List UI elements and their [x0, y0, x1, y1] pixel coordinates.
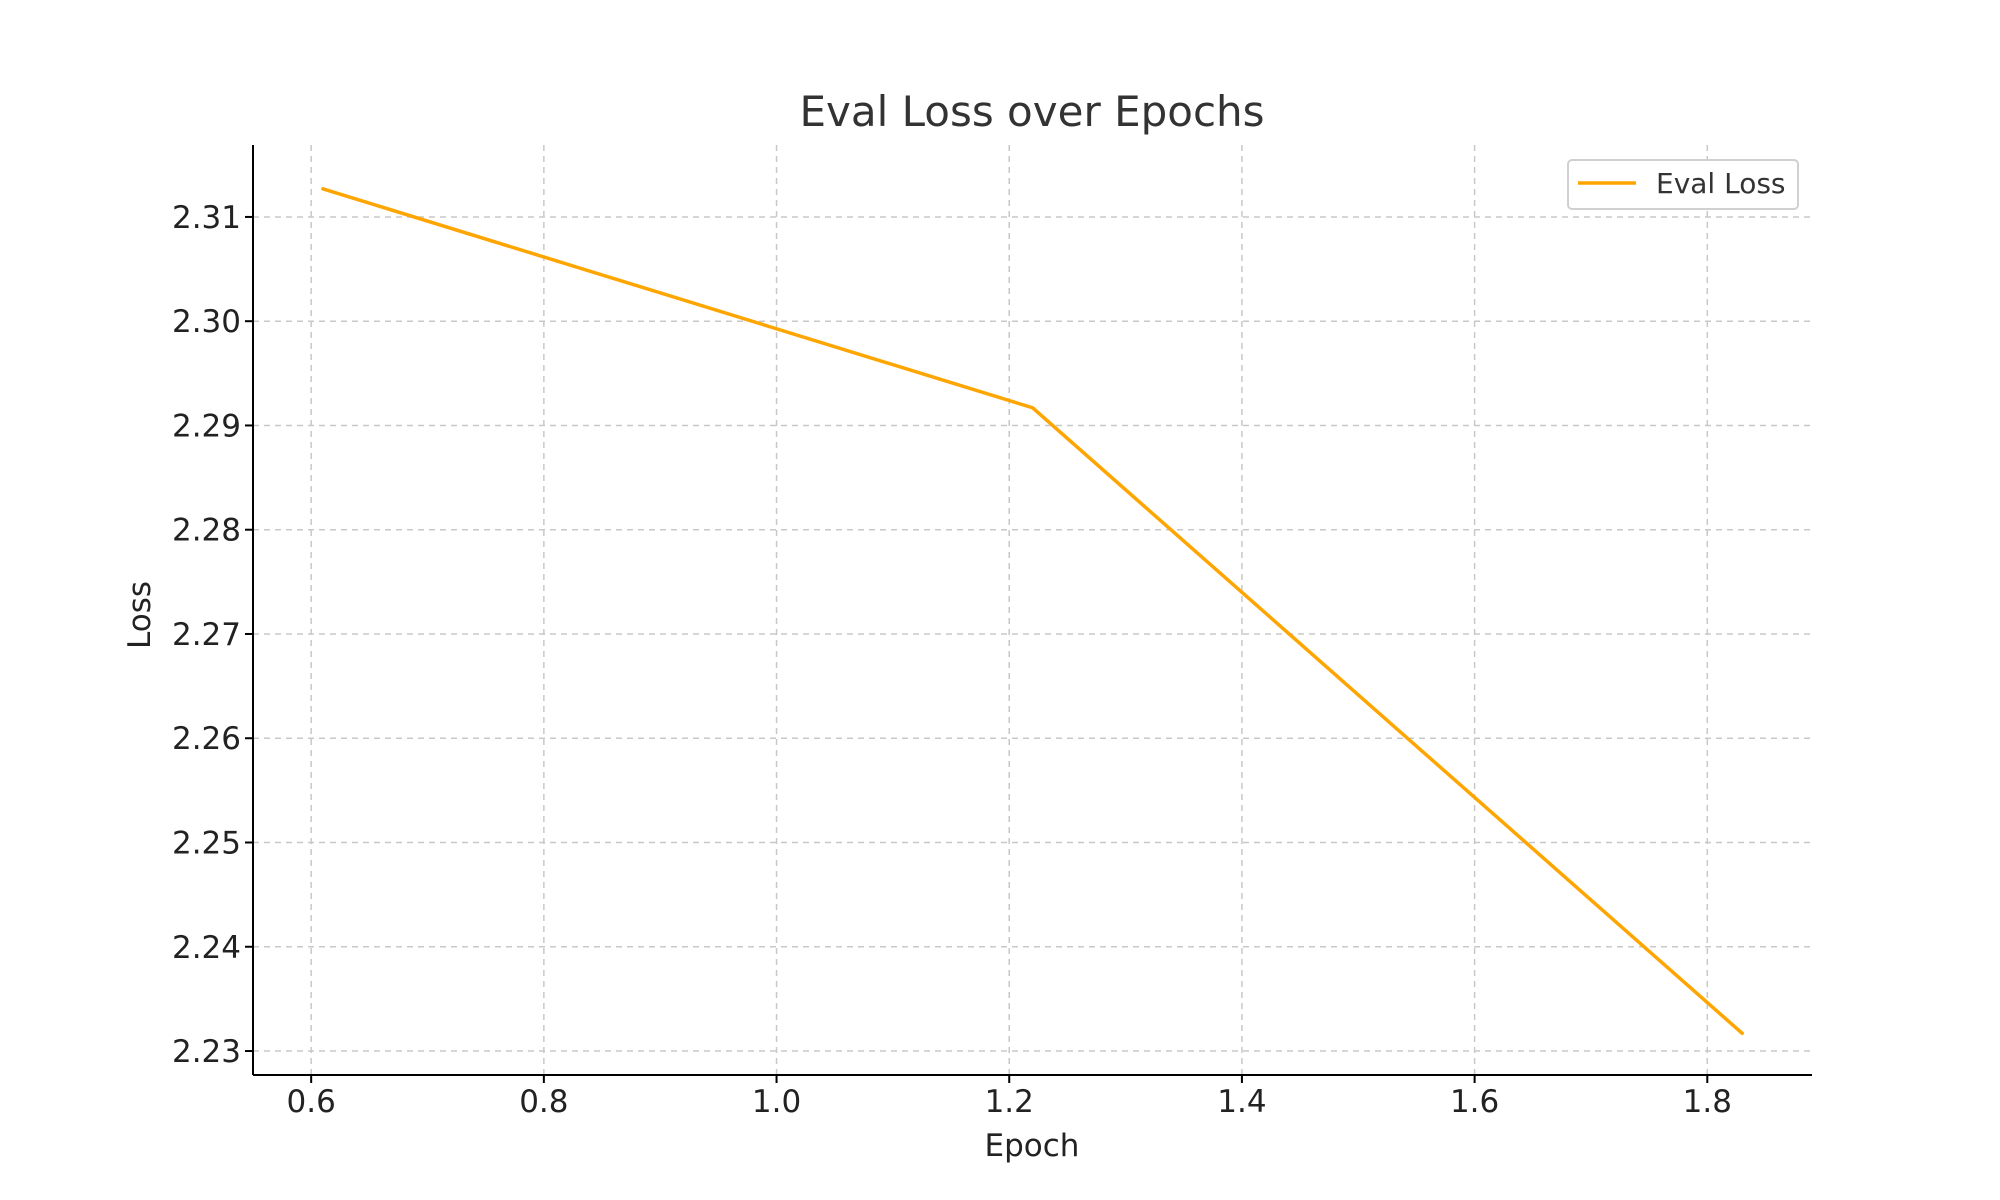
x-tick-label: 1.6: [1450, 1084, 1499, 1120]
series-layer: [321, 187, 1744, 1036]
legend-box: [1567, 159, 1799, 210]
legend-label-eval-loss: Eval Loss: [1656, 167, 1786, 200]
y-tick-label: 2.25: [172, 826, 241, 862]
x-tick-label: 0.8: [519, 1084, 568, 1120]
x-axis-label: Epoch: [985, 1128, 1080, 1164]
x-tick-label: 1.8: [1683, 1084, 1732, 1120]
x-tick-label: 1.0: [752, 1084, 801, 1120]
y-axis-label: Loss: [122, 581, 158, 649]
grid: [253, 145, 1812, 1075]
y-tick-label: 2.28: [172, 513, 241, 549]
x-ticks: 0.6 0.8 1.0 1.2 1.4 1.6 1.8: [287, 1075, 1732, 1120]
legend: Eval Loss: [1567, 159, 1799, 210]
chart-title: Eval Loss over Epochs: [799, 87, 1264, 136]
y-ticks: 2.23 2.24 2.25 2.26 2.27 2.28 2.29 2.30 2.31: [172, 200, 253, 1070]
y-tick-label: 2.31: [172, 200, 241, 236]
y-tick-label: 2.27: [172, 617, 241, 653]
y-tick-label: 2.29: [172, 408, 241, 444]
x-tick-label: 0.6: [287, 1084, 336, 1120]
x-tick-label: 1.4: [1217, 1084, 1266, 1120]
y-tick-label: 2.23: [172, 1034, 241, 1070]
eval-loss-line: [321, 187, 1744, 1036]
y-tick-label: 2.26: [172, 721, 241, 757]
y-tick-label: 2.24: [172, 930, 241, 966]
x-tick-label: 1.2: [985, 1084, 1034, 1120]
y-tick-label: 2.30: [172, 304, 241, 340]
